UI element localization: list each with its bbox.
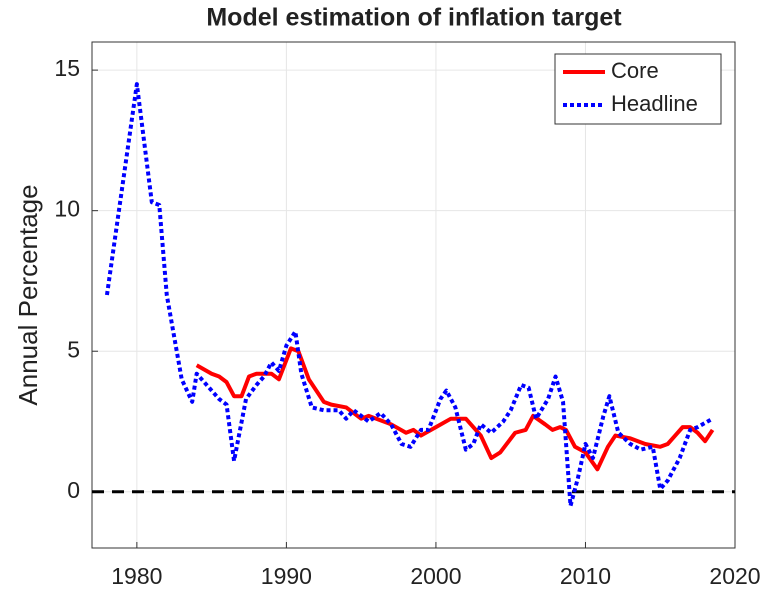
x-tick-label: 2000 (410, 563, 461, 589)
y-tick-label: 5 (67, 336, 80, 362)
legend-box (554, 53, 722, 125)
chart-title: Model estimation of inflation target (206, 4, 622, 32)
legend-label: Core (611, 58, 659, 83)
x-tick-label: 2010 (560, 563, 611, 589)
legend-label: Headline (611, 91, 698, 116)
x-tick-label: 1980 (111, 563, 162, 589)
y-axis-label: Annual Percentage (13, 184, 43, 405)
series-line (104, 82, 714, 508)
x-tick-label: 1990 (261, 563, 312, 589)
y-tick-label: 10 (54, 196, 80, 222)
x-tick-label: 2020 (709, 563, 760, 589)
y-tick-label: 15 (54, 55, 80, 81)
y-tick-label: 0 (67, 477, 80, 503)
plot-frame (91, 41, 736, 549)
series-line (195, 346, 715, 472)
legend: Core Headline (554, 53, 722, 125)
